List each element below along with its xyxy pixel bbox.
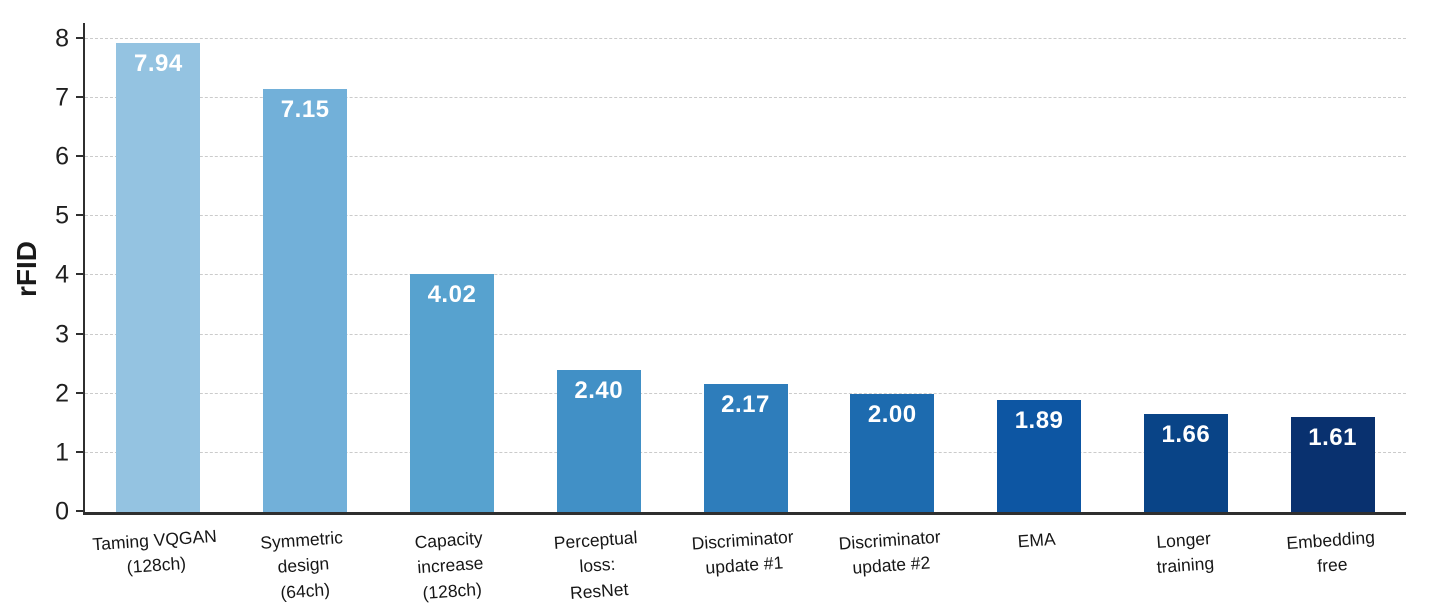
bar: 2.40 [556, 370, 641, 512]
bar: 4.02 [409, 274, 494, 512]
x-tick-label: Longer training [1155, 528, 1215, 578]
x-axis-labels: Taming VQGAN (128ch) Symmetric design (64… [83, 524, 1406, 610]
gridline [85, 156, 1406, 158]
plot-area: 0 1 2 3 4 5 6 7 8 7.94 7.15 4.02 2.40 2.17 2.00 1.89 1.6… [55, 23, 1406, 526]
bar-value-label: 2.17 [721, 390, 770, 418]
y-tick-label: 8 [55, 24, 69, 53]
x-tick-label: EMA [1016, 528, 1057, 552]
x-tick-label: Discriminator update #2 [837, 526, 942, 579]
y-tick-label: 2 [55, 379, 69, 408]
bar: 7.94 [116, 42, 201, 512]
y-tick-mark [76, 273, 85, 276]
y-tick-mark [76, 155, 85, 158]
bar-value-label: 4.02 [427, 281, 477, 309]
x-tick-label: Capacity increase (128ch) [413, 527, 485, 603]
gridline [85, 97, 1406, 99]
bar: 1.61 [1290, 416, 1375, 512]
y-tick-mark [76, 510, 85, 512]
bar-value-label: 7.15 [280, 96, 330, 124]
bar: 2.00 [850, 393, 935, 512]
x-tick-label: Symmetric design (64ch) [259, 527, 344, 603]
bar: 1.89 [997, 400, 1082, 512]
gridline [85, 333, 1406, 335]
x-tick-label: Embedding free [1285, 527, 1376, 577]
y-tick-mark [76, 96, 85, 99]
bar: 2.17 [703, 383, 788, 512]
y-tick-mark [76, 450, 85, 453]
y-tick-mark [76, 332, 85, 335]
gridline [85, 274, 1406, 276]
bar-value-label: 2.00 [867, 400, 917, 428]
y-tick-label: 5 [55, 201, 69, 230]
bar-value-label: 1.89 [1014, 407, 1064, 435]
y-tick-label: 3 [55, 320, 69, 349]
y-tick-label: 1 [55, 438, 69, 467]
x-tick-label: Discriminator update #1 [690, 526, 795, 579]
gridline [85, 215, 1406, 217]
y-tick-mark [76, 391, 85, 394]
y-tick-label: 6 [55, 142, 69, 171]
bar-value-label: 2.40 [574, 377, 624, 405]
x-tick-label: Taming VQGAN (128ch) [91, 525, 218, 578]
y-tick-label: 0 [55, 497, 69, 526]
y-tick-mark [76, 36, 85, 39]
bar-value-label: 7.94 [134, 49, 183, 77]
x-tick-label: Perceptual loss: ResNet [553, 527, 639, 603]
gridline [85, 37, 1406, 39]
bar: 1.66 [1143, 413, 1228, 512]
bar-value-label: 1.61 [1308, 423, 1357, 451]
y-tick-label: 7 [55, 83, 69, 112]
bar: 7.15 [263, 89, 348, 512]
bar-value-label: 1.66 [1161, 420, 1211, 448]
y-tick-mark [76, 214, 85, 217]
y-tick-label: 4 [55, 260, 69, 289]
